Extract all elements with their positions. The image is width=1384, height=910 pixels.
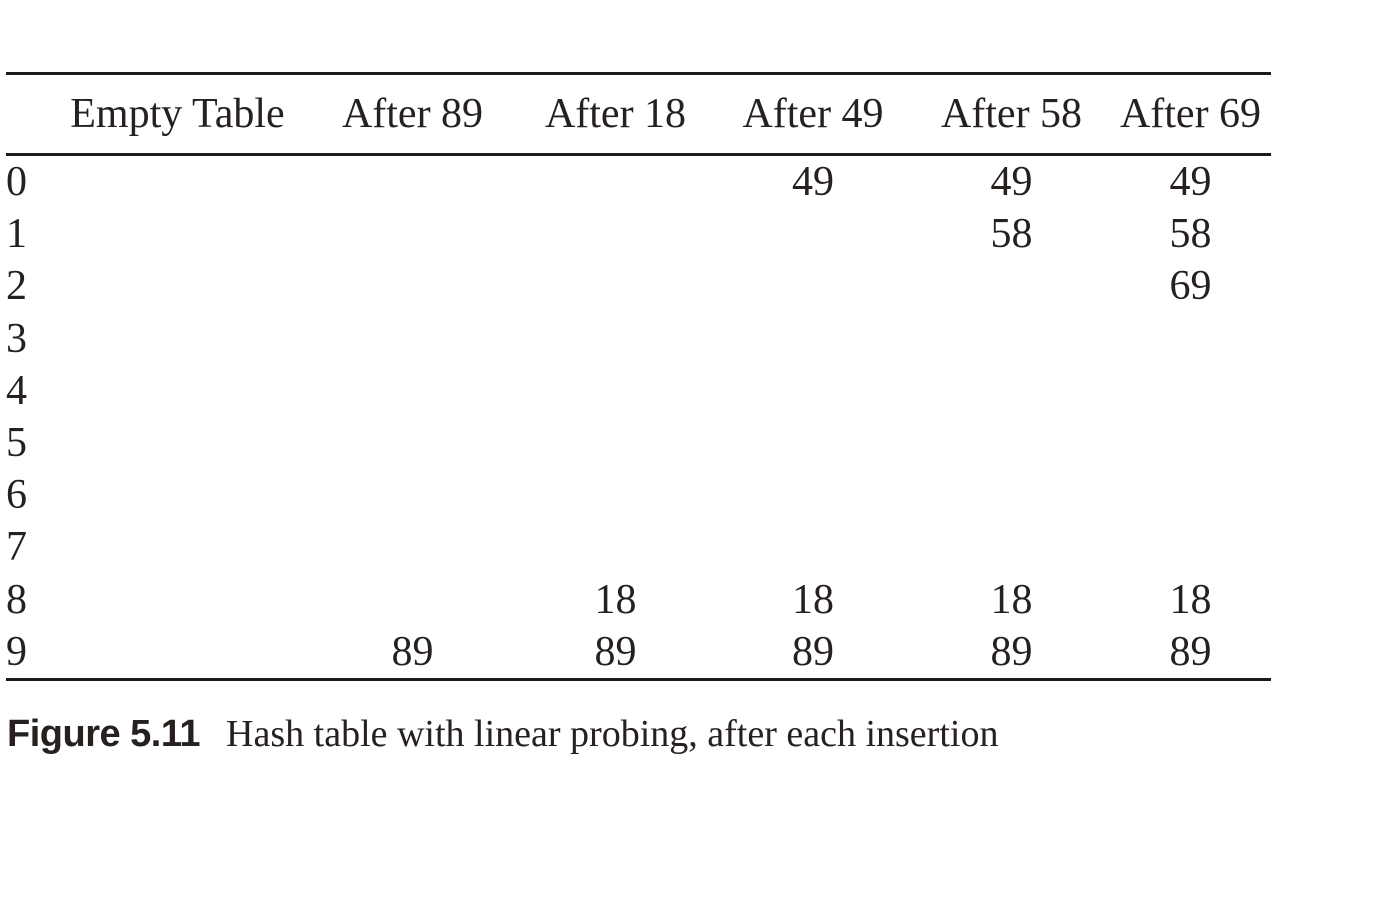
row-index: 4 xyxy=(6,367,27,414)
row-index: 3 xyxy=(6,315,27,362)
table-cell: 18 xyxy=(1169,576,1212,623)
table-cell: 49 xyxy=(990,159,1033,206)
hash-table-figure: Empty Table After 89 After 18 After 49 After… xyxy=(6,72,1271,681)
row-index: 5 xyxy=(6,420,27,467)
table-row: 2 69 xyxy=(6,260,1271,312)
column-header-after-89: After 89 xyxy=(341,91,484,137)
table-body: 0 49 49 49 1 58 58 2 69 3 4 5 6 7 8 18 18 18 18 9 89 89 89 89 89 xyxy=(6,156,1271,678)
table-header-rule xyxy=(6,153,1271,156)
table-bottom-rule xyxy=(6,677,1271,681)
table-cell: 89 xyxy=(792,628,834,675)
table-cell: 89 xyxy=(391,628,434,675)
row-index: 2 xyxy=(6,263,27,310)
table-row: 5 xyxy=(6,417,1271,469)
row-index: 1 xyxy=(6,211,27,258)
row-index: 0 xyxy=(6,159,27,206)
table-row: 1 58 58 xyxy=(6,208,1271,260)
table-top-rule xyxy=(6,72,1271,75)
row-index: 8 xyxy=(6,576,27,623)
table-cell: 89 xyxy=(594,628,637,675)
table-cell: 18 xyxy=(594,576,637,623)
table-cell: 89 xyxy=(990,628,1033,675)
table-row: 6 xyxy=(6,469,1271,521)
column-header-after-49: After 49 xyxy=(742,91,884,137)
table-cell: 18 xyxy=(990,576,1033,623)
figure-caption: Figure 5.11 Hash table with linear probin… xyxy=(7,712,1307,756)
table-row: 3 xyxy=(6,313,1271,365)
table-cell: 49 xyxy=(792,159,834,206)
table-row: 9 89 89 89 89 89 xyxy=(6,626,1271,678)
table-cell: 58 xyxy=(1169,211,1212,258)
table-row: 8 18 18 18 18 xyxy=(6,574,1271,626)
column-header-after-69: After 69 xyxy=(1119,91,1262,137)
row-index: 6 xyxy=(6,472,27,519)
table-header-row: Empty Table After 89 After 18 After 49 After… xyxy=(6,75,1271,153)
table-cell: 58 xyxy=(990,211,1033,258)
column-header-empty-table: Empty Table xyxy=(70,91,285,137)
table-row: 4 xyxy=(6,365,1271,417)
figure-caption-label: Figure 5.11 xyxy=(7,713,201,755)
row-index: 7 xyxy=(6,524,27,571)
table-cell: 89 xyxy=(1169,628,1212,675)
row-index: 9 xyxy=(6,628,27,675)
table-row: 0 49 49 49 xyxy=(6,156,1271,208)
column-header-after-18: After 18 xyxy=(544,91,687,137)
table-row: 7 xyxy=(6,521,1271,573)
figure-caption-text: Hash table with linear probing, after ea… xyxy=(226,713,999,755)
table-cell: 49 xyxy=(1169,159,1212,206)
table-cell: 69 xyxy=(1169,263,1212,310)
table-cell: 18 xyxy=(792,576,834,623)
column-header-after-58: After 58 xyxy=(940,91,1083,137)
